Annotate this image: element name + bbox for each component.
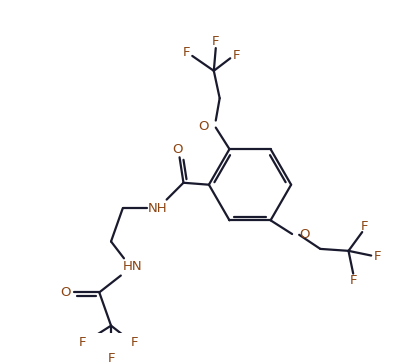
Text: HN: HN <box>122 260 142 273</box>
Text: O: O <box>172 143 182 156</box>
Text: F: F <box>232 50 240 62</box>
Text: F: F <box>348 274 356 287</box>
Text: NH: NH <box>148 202 167 215</box>
Text: F: F <box>373 250 381 263</box>
Text: F: F <box>79 336 86 349</box>
Text: F: F <box>182 46 190 59</box>
Text: O: O <box>299 227 309 240</box>
Text: F: F <box>130 336 138 349</box>
Text: O: O <box>60 286 70 299</box>
Text: F: F <box>360 220 368 233</box>
Text: O: O <box>198 120 209 133</box>
Text: F: F <box>211 35 219 48</box>
Text: F: F <box>107 353 115 362</box>
